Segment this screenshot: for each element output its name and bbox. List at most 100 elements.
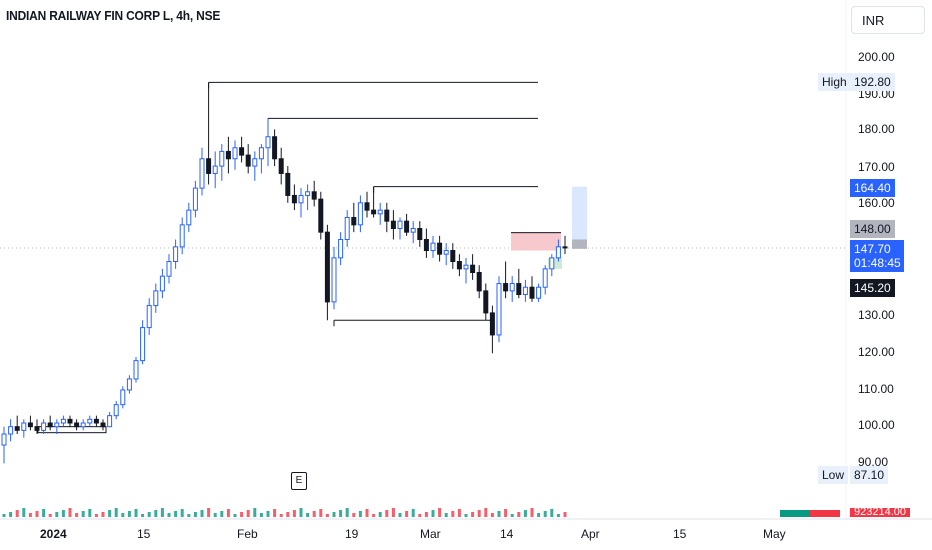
candle-body — [509, 283, 515, 292]
volume-bar — [22, 508, 26, 517]
candle-body — [67, 418, 73, 424]
candle-body — [344, 216, 350, 240]
candle-body — [463, 264, 469, 270]
price-axis-label: 200.00 — [858, 50, 895, 64]
candle-body — [107, 415, 113, 428]
candle-body — [192, 187, 198, 211]
volume-bar — [55, 512, 59, 517]
candle-body — [305, 191, 311, 196]
candle-body — [437, 242, 443, 255]
profit-zone-small — [548, 257, 562, 269]
price-axis-label: 90.00 — [858, 455, 889, 469]
candle-body — [338, 239, 344, 259]
candle-body — [173, 246, 179, 263]
volume-bar — [81, 511, 85, 517]
volume-bar — [299, 508, 303, 517]
candle-body — [357, 202, 363, 226]
time-axis-label: Feb — [237, 527, 258, 541]
volume-bar — [365, 509, 369, 517]
volume-bar — [15, 510, 19, 517]
candle-body — [206, 158, 212, 174]
current-level-zone — [572, 239, 587, 249]
volume-bar — [319, 509, 323, 517]
candle-body — [417, 227, 423, 241]
volume-bar — [121, 513, 125, 517]
price-axis-label: 130.00 — [858, 308, 895, 322]
candle-body — [239, 147, 245, 156]
bar-countdown: 01:48:45 — [854, 256, 901, 270]
volume-bar — [160, 508, 164, 517]
volume-bar — [48, 514, 52, 517]
volume-bar — [213, 513, 217, 517]
candle-body — [153, 290, 159, 307]
volume-bar — [537, 513, 541, 517]
candle-body — [34, 426, 40, 431]
volume-bar — [259, 513, 263, 517]
volume-bar — [101, 512, 105, 517]
volume-bar — [378, 512, 382, 517]
time-axis-label: 15 — [137, 527, 151, 541]
candle-body — [331, 257, 337, 303]
earnings-marker[interactable]: E — [291, 472, 307, 490]
candle-body — [245, 154, 251, 167]
candle-body — [489, 312, 495, 336]
candle-body — [470, 264, 476, 274]
volume-bar — [424, 512, 428, 517]
candle-body — [443, 250, 449, 255]
candle-body — [140, 327, 146, 362]
volume-bar — [490, 513, 494, 517]
candle-body — [272, 136, 278, 160]
candles — [1, 82, 568, 464]
candle-body — [423, 239, 429, 252]
currency-selector[interactable]: INR — [851, 6, 925, 34]
last-price-value: 147.70 — [854, 242, 891, 256]
volume-bar — [273, 509, 277, 517]
volume-bar — [42, 509, 46, 517]
volume-bar — [457, 509, 461, 517]
stop-loss-zone — [511, 232, 561, 251]
volume-bar — [405, 511, 409, 517]
candle-body — [483, 290, 489, 314]
volume-bar — [61, 510, 65, 517]
range-box — [37, 426, 107, 434]
volume-bar — [226, 509, 230, 517]
candle-body — [159, 275, 165, 292]
candle-body — [74, 422, 80, 428]
support-price-tag: 145.20 — [850, 279, 895, 297]
candle-body — [404, 220, 410, 233]
volume-bar — [35, 511, 39, 517]
candle-body — [522, 286, 528, 296]
candle-body — [397, 220, 403, 229]
volume-bar — [431, 510, 435, 517]
volume-bar — [187, 514, 191, 517]
volume-bar — [484, 508, 488, 517]
candle-body — [146, 305, 152, 329]
candle-body — [390, 220, 396, 229]
candle-body — [410, 227, 416, 233]
volume-bar — [391, 508, 395, 517]
candle-body — [364, 202, 370, 211]
volume-bar — [94, 514, 98, 517]
volume-bar — [200, 510, 204, 517]
volume-bar — [154, 510, 158, 517]
candle-body — [456, 261, 462, 270]
volume-bar — [517, 512, 521, 517]
candle-body — [450, 250, 456, 263]
candle-body — [8, 426, 14, 435]
candle-body — [536, 286, 542, 299]
volume-bar — [253, 508, 257, 517]
time-axis-label: 14 — [500, 527, 514, 541]
time-axis-label: 19 — [345, 527, 359, 541]
candle-body — [212, 165, 218, 174]
volume-bar — [444, 513, 448, 517]
candle-body — [21, 422, 27, 431]
candle-body — [258, 147, 264, 160]
volume-bar — [312, 511, 316, 517]
volume-bar — [418, 514, 422, 517]
candle-body — [278, 158, 284, 174]
volume-value-tag: 923214.00 — [850, 508, 910, 517]
candle-body — [324, 231, 330, 303]
candle-body — [219, 150, 225, 167]
candle-body — [1, 433, 7, 446]
